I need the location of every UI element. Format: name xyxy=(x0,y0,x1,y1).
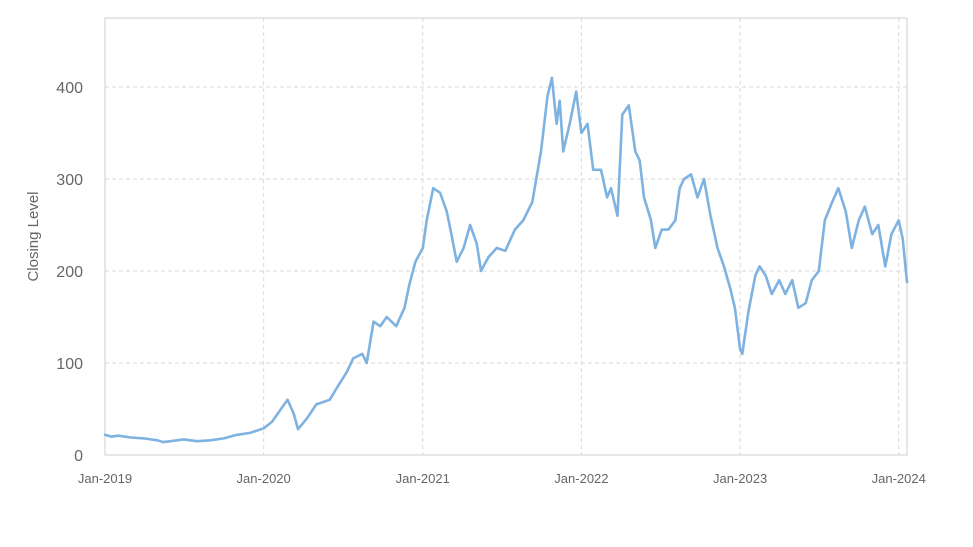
x-tick-label: Jan-2023 xyxy=(713,471,767,486)
x-tick-label: Jan-2020 xyxy=(237,471,291,486)
x-tick-label: Jan-2021 xyxy=(396,471,450,486)
x-tick-label: Jan-2024 xyxy=(872,471,926,486)
y-axis-ticks: 0 100 200 300 400 xyxy=(56,80,83,465)
y-axis-title: Closing Level xyxy=(25,191,42,281)
series-group xyxy=(103,76,909,444)
y-tick-label: 400 xyxy=(56,80,83,97)
plot-area-border xyxy=(104,17,908,456)
grid-lines xyxy=(105,18,907,455)
x-tick-label: Jan-2022 xyxy=(554,471,608,486)
y-tick-label: 200 xyxy=(56,264,83,281)
x-axis-ticks: Jan-2019 Jan-2020 Jan-2021 Jan-2022 Jan-2023… xyxy=(78,471,926,486)
x-tick-label: Jan-2019 xyxy=(78,471,132,486)
series-line xyxy=(103,76,909,444)
y-tick-label: 100 xyxy=(56,356,83,373)
y-tick-label: 300 xyxy=(56,172,83,189)
y-tick-label: 0 xyxy=(74,448,83,465)
